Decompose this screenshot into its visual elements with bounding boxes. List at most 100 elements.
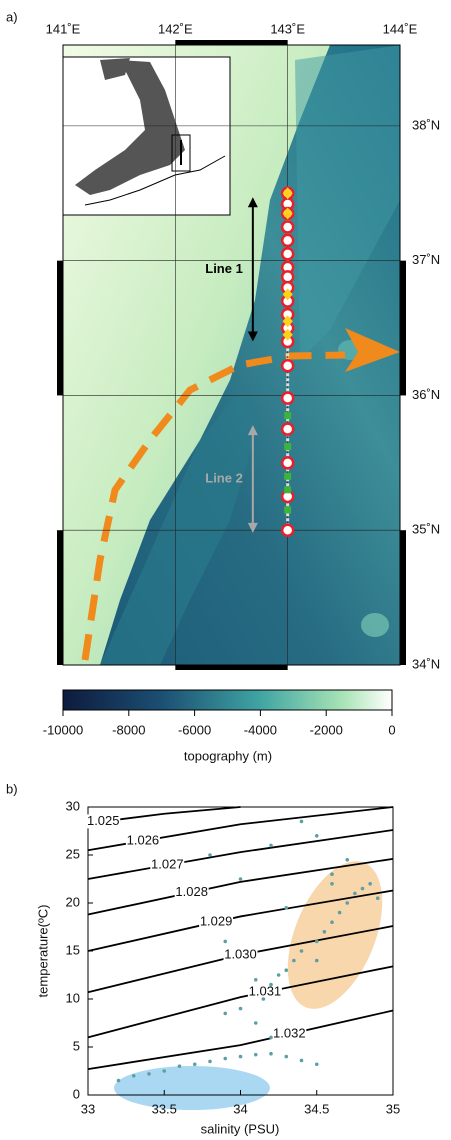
station	[282, 360, 293, 371]
contour-label: 1.028	[175, 884, 208, 899]
frame-bar	[57, 530, 63, 665]
y-tick-label: 10	[66, 990, 80, 1005]
frame-bar	[57, 261, 63, 396]
x-axis-label: salinity (PSU)	[201, 1121, 280, 1136]
panel-label: a)	[6, 9, 18, 24]
y-tick-label: 25	[66, 846, 80, 861]
y-tick-label: 15	[66, 942, 80, 957]
station	[282, 235, 293, 246]
ts-point	[239, 1007, 243, 1011]
ts-point	[223, 1057, 227, 1061]
station	[282, 271, 293, 282]
x-tick-label: 33	[81, 1101, 95, 1116]
isopycnal	[88, 1011, 393, 1070]
x-tick-label: 35	[386, 1101, 400, 1116]
ts-point	[132, 1074, 136, 1078]
contour-label: 1.032	[273, 1025, 306, 1040]
ts-point	[315, 940, 319, 944]
station	[284, 486, 291, 493]
y-tick-label: 38˚N	[412, 117, 440, 132]
x-tick-label: -10000	[43, 722, 83, 737]
y-tick-label: 20	[66, 894, 80, 909]
ts-point	[162, 1069, 166, 1073]
ts-point	[254, 1053, 258, 1057]
line-label: Line 2	[205, 470, 243, 485]
contour-label: 1.027	[151, 856, 184, 871]
inset-map	[63, 57, 230, 215]
y-tick-label: 0	[73, 1086, 80, 1101]
ts-point	[323, 930, 327, 934]
contour-label: 1.030	[224, 946, 257, 961]
station	[282, 525, 293, 536]
ts-point	[345, 858, 349, 862]
ts-point	[353, 892, 357, 896]
x-tick-label: -6000	[178, 722, 211, 737]
x-tick-label: 141˚E	[46, 21, 81, 36]
ts-point	[269, 844, 273, 848]
panel-label: b)	[6, 781, 18, 796]
ts-point	[254, 1021, 258, 1025]
contour-label: 1.026	[127, 832, 160, 847]
ts-point	[223, 1012, 227, 1016]
ts-point	[345, 901, 349, 905]
y-axis-label: temperature(ºC)	[35, 905, 50, 998]
ts-point	[269, 1036, 273, 1040]
y-tick-label: 5	[73, 1038, 80, 1053]
y-tick-label: 35˚N	[412, 522, 440, 537]
ts-point	[223, 940, 227, 944]
ts-point	[208, 1060, 212, 1064]
ts-point	[284, 1055, 288, 1059]
station	[284, 473, 291, 480]
frame-bar	[175, 40, 287, 45]
ts-point	[315, 959, 319, 963]
x-tick-label: 34	[233, 1101, 247, 1116]
ts-point	[147, 1072, 151, 1076]
frame-bar	[175, 665, 287, 670]
ts-point	[368, 882, 372, 886]
ts-point	[284, 968, 288, 972]
ts-point	[239, 877, 243, 881]
contour-label: 1.031	[249, 984, 282, 999]
ts-point	[208, 853, 212, 857]
y-tick-label: 30	[66, 798, 80, 813]
ts-point	[262, 997, 266, 1001]
ts-point	[300, 949, 304, 953]
ts-point	[117, 1079, 121, 1083]
ts-point	[178, 1064, 182, 1068]
y-tick-label: 34˚N	[412, 656, 440, 671]
station	[282, 424, 293, 435]
ts-point	[284, 906, 288, 910]
ts-point	[277, 973, 281, 977]
figure: 141˚E 142˚E 143˚E 144˚E 34˚N 35˚N 36˚N 37˚N 38˚N…	[0, 0, 451, 1140]
x-tick-label: 142˚E	[158, 21, 193, 36]
contour-label: 1.025	[87, 813, 120, 828]
ts-point	[193, 1062, 197, 1066]
ts-point	[269, 1052, 273, 1056]
ts-point	[292, 959, 296, 963]
y-tick-label: 36˚N	[412, 387, 440, 402]
frame-bar	[400, 530, 406, 665]
frame-bar	[400, 261, 406, 396]
station	[284, 412, 291, 419]
ts-point	[239, 1055, 243, 1059]
contour-label: 1.029	[200, 913, 233, 928]
ts-point	[338, 911, 342, 915]
x-tick-label: 0	[388, 722, 395, 737]
ts-point	[254, 978, 258, 982]
ts-point	[315, 834, 319, 838]
ts-point	[269, 983, 273, 987]
station	[282, 248, 293, 259]
x-tick-label: -8000	[112, 722, 145, 737]
ts-point	[376, 896, 380, 900]
ts-point	[300, 1059, 304, 1063]
station	[282, 457, 293, 468]
x-tick-label: 143˚E	[270, 21, 305, 36]
station	[282, 393, 293, 404]
ts-point	[330, 872, 334, 876]
line-label: Line 1	[205, 261, 243, 276]
y-tick-label: 37˚N	[412, 252, 440, 267]
ts-point	[300, 820, 304, 824]
x-tick-label: 144˚E	[383, 21, 418, 36]
colorbar-label: topography (m)	[184, 748, 272, 763]
station	[284, 507, 291, 514]
